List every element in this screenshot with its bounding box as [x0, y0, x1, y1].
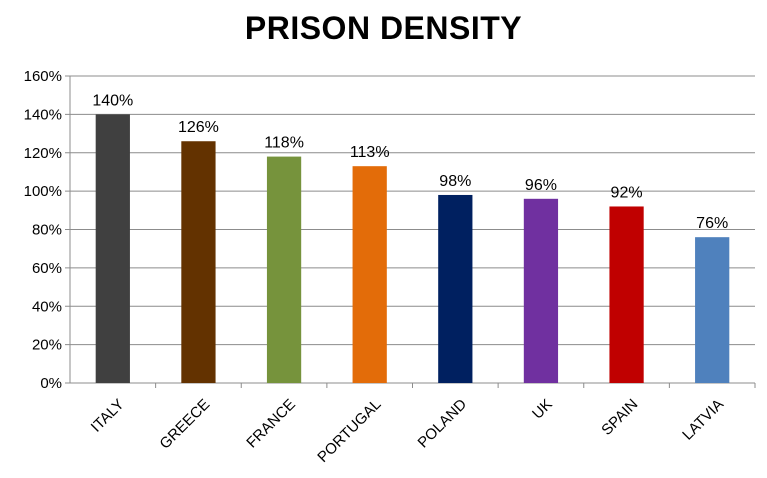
x-tick-label: UK	[529, 396, 556, 423]
y-tick-label: 20%	[32, 337, 62, 354]
y-tick-label: 120%	[24, 145, 62, 162]
data-label: 113%	[350, 144, 390, 161]
data-label: 76%	[696, 215, 728, 232]
data-label: 98%	[439, 173, 471, 190]
bar-portugal	[352, 166, 387, 383]
y-tick-label: 40%	[32, 298, 62, 315]
y-tick-label: 80%	[32, 222, 62, 239]
x-tick-label: POLAND	[415, 396, 471, 452]
bar-uk	[523, 198, 559, 383]
bar-spain	[609, 206, 644, 383]
y-tick-label: 160%	[24, 68, 62, 85]
x-tick-label: ITALY	[88, 396, 128, 436]
bar-italy	[95, 114, 130, 383]
chart-title: PRISON DENSITY	[244, 10, 523, 46]
y-tick-label: 0%	[40, 375, 62, 392]
y-tick-label: 140%	[24, 106, 62, 123]
data-label: 92%	[611, 184, 643, 201]
data-label: 118%	[264, 135, 304, 152]
x-tick-label: FRANCE	[243, 396, 299, 452]
y-tick-label: 60%	[32, 260, 62, 277]
data-label: 96%	[525, 177, 557, 194]
data-label: 140%	[92, 92, 133, 109]
x-tick-label: PORTUGAL	[314, 396, 384, 466]
x-tick-label: GREECE	[156, 396, 213, 453]
x-tick-label: LATVIA	[679, 396, 727, 444]
bar-france	[266, 156, 302, 383]
bar-latvia	[695, 237, 730, 383]
bar-greece	[181, 141, 216, 383]
x-tick-label: SPAIN	[598, 396, 641, 439]
y-tick-label: 100%	[24, 183, 62, 200]
bar-poland	[438, 194, 473, 383]
data-label: 126%	[178, 119, 219, 136]
